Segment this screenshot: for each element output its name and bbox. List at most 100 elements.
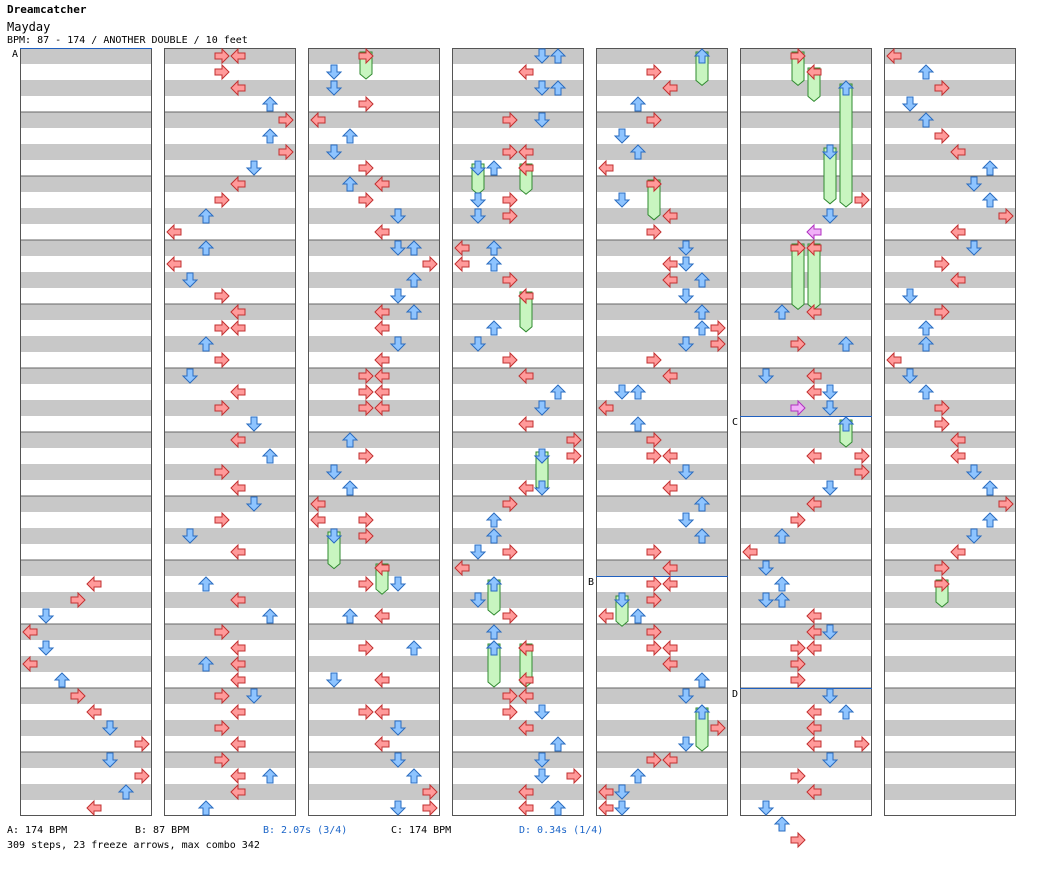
step-arrow — [518, 415, 534, 433]
beat-stripe — [20, 48, 152, 64]
step-arrow — [325, 464, 343, 480]
step-arrow — [389, 576, 407, 592]
beat-stripe — [740, 240, 872, 256]
step-arrow — [934, 415, 950, 433]
step-arrow — [773, 816, 791, 832]
step-arrow — [773, 576, 791, 592]
beat-stripe — [20, 176, 152, 192]
step-arrow — [230, 783, 246, 801]
beat-stripe — [452, 432, 584, 448]
beat-stripe — [596, 464, 728, 480]
step-arrow — [469, 192, 487, 208]
step-arrow — [757, 560, 775, 576]
step-arrow — [806, 735, 822, 753]
step-arrow — [629, 384, 647, 400]
step-arrow — [374, 175, 390, 193]
beat-stripe — [884, 656, 1016, 672]
step-arrow — [533, 80, 551, 96]
step-arrow — [261, 128, 279, 144]
bpm-a-label: A: 174 BPM — [7, 825, 68, 836]
step-arrow — [341, 128, 359, 144]
beat-stripe — [164, 624, 296, 640]
beat-stripe — [740, 272, 872, 288]
step-arrow — [374, 735, 390, 753]
step-arrow — [598, 607, 614, 625]
step-arrow — [518, 159, 534, 177]
step-arrow — [22, 655, 38, 673]
beat-stripe — [884, 400, 1016, 416]
beat-stripe — [740, 80, 872, 96]
beat-stripe — [164, 496, 296, 512]
beat-stripe — [884, 752, 1016, 768]
beat-stripe — [452, 720, 584, 736]
step-arrow — [790, 47, 806, 65]
column-border — [164, 48, 296, 816]
step-arrow — [662, 559, 678, 577]
step-arrow — [469, 544, 487, 560]
beat-stripe — [20, 688, 152, 704]
step-arrow — [533, 112, 551, 128]
beat-stripe — [596, 144, 728, 160]
beat-stripe — [308, 496, 440, 512]
step-arrow — [374, 351, 390, 369]
beat-stripe — [308, 784, 440, 800]
step-arrow — [230, 767, 246, 785]
step-arrow — [230, 671, 246, 689]
step-arrow — [245, 496, 263, 512]
step-arrow — [374, 703, 390, 721]
step-arrow — [358, 399, 374, 417]
beat-stripe — [740, 304, 872, 320]
beat-stripe — [164, 400, 296, 416]
step-arrow — [358, 47, 374, 65]
step-arrow — [86, 703, 102, 721]
step-arrow — [197, 800, 215, 816]
beat-stripe — [884, 272, 1016, 288]
step-arrow — [646, 175, 662, 193]
step-arrow — [533, 48, 551, 64]
beat-stripe — [20, 208, 152, 224]
beat-stripe — [596, 368, 728, 384]
step-arrow — [230, 175, 246, 193]
step-arrow — [806, 63, 822, 81]
step-arrow — [950, 143, 966, 161]
beat-stripe — [308, 752, 440, 768]
step-arrow — [549, 800, 567, 816]
step-arrow — [646, 431, 662, 449]
beat-stripe — [20, 368, 152, 384]
beat-stripe — [308, 336, 440, 352]
step-arrow — [773, 304, 791, 320]
step-arrow — [245, 160, 263, 176]
beat-stripe — [164, 560, 296, 576]
step-arrow — [374, 367, 390, 385]
beat-stripe — [452, 624, 584, 640]
step-arrow — [134, 735, 150, 753]
step-arrow — [677, 688, 695, 704]
step-arrow — [358, 575, 374, 593]
beat-stripe — [308, 80, 440, 96]
beat-stripe — [452, 48, 584, 64]
step-arrow — [214, 319, 230, 337]
step-arrow — [22, 623, 38, 641]
step-arrow — [677, 464, 695, 480]
bpm-b-label: B: 87 BPM — [135, 825, 190, 836]
step-arrow — [53, 672, 71, 688]
marker-label: C — [732, 417, 738, 428]
step-arrow — [485, 640, 503, 656]
step-arrow — [518, 287, 534, 305]
column-border — [596, 48, 728, 816]
step-arrow — [693, 704, 711, 720]
beat-stripe — [884, 336, 1016, 352]
step-arrow — [214, 351, 230, 369]
beat-stripe — [740, 688, 872, 704]
beat-stripe — [308, 688, 440, 704]
beat-stripe — [740, 48, 872, 64]
step-arrow — [646, 447, 662, 465]
step-arrow — [405, 240, 423, 256]
step-arrow — [613, 800, 631, 816]
step-arrow — [981, 160, 999, 176]
step-arrow — [502, 111, 518, 129]
step-arrow — [341, 176, 359, 192]
step-arrow — [181, 272, 199, 288]
beat-stripe — [164, 688, 296, 704]
step-arrow — [790, 767, 806, 785]
